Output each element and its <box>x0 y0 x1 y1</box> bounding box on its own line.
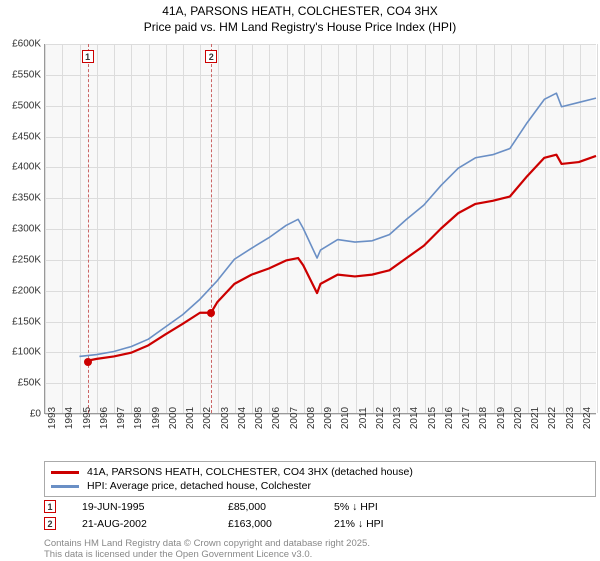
legend-row: HPI: Average price, detached house, Colc… <box>51 479 589 493</box>
x-axis-label: 2019 <box>496 407 507 429</box>
x-axis-label: 2005 <box>254 407 265 429</box>
sale-price: £85,000 <box>228 501 308 513</box>
x-axis-label: 2012 <box>375 407 386 429</box>
y-axis-label: £400K <box>12 162 41 173</box>
x-axis-label: 1998 <box>133 407 144 429</box>
y-axis-label: £600K <box>12 39 41 50</box>
x-axis-label: 2000 <box>168 407 179 429</box>
sale-price: £163,000 <box>228 518 308 530</box>
x-axis-label: 2002 <box>202 407 213 429</box>
x-axis-label: 2014 <box>409 407 420 429</box>
sales-row: 2 21-AUG-2002 £163,000 21% ↓ HPI <box>44 517 434 530</box>
sales-row: 1 19-JUN-1995 £85,000 5% ↓ HPI <box>44 500 434 513</box>
x-axis-label: 2009 <box>323 407 334 429</box>
y-axis-label: £500K <box>12 100 41 111</box>
y-axis-label: £450K <box>12 131 41 142</box>
legend-row: 41A, PARSONS HEATH, COLCHESTER, CO4 3HX … <box>51 465 589 479</box>
y-axis-label: £200K <box>12 285 41 296</box>
legend-label: HPI: Average price, detached house, Colc… <box>87 480 311 492</box>
y-axis-label: £300K <box>12 224 41 235</box>
x-axis-label: 2001 <box>185 407 196 429</box>
x-axis-label: 2004 <box>237 407 248 429</box>
x-axis-label: 2020 <box>513 407 524 429</box>
y-axis-label: £0 <box>30 409 41 420</box>
event-marker: 2 <box>44 517 56 530</box>
chart-title-line2: Price paid vs. HM Land Registry's House … <box>0 20 600 36</box>
x-axis-label: 2023 <box>565 407 576 429</box>
sale-dot <box>207 309 215 317</box>
x-axis-label: 2021 <box>530 407 541 429</box>
x-axis-label: 2015 <box>427 407 438 429</box>
footer-note: Contains HM Land Registry data © Crown c… <box>44 538 370 561</box>
x-axis-label: 1996 <box>99 407 110 429</box>
chart-series <box>79 93 596 356</box>
legend: 41A, PARSONS HEATH, COLCHESTER, CO4 3HX … <box>44 461 596 497</box>
x-axis-label: 2011 <box>358 407 369 429</box>
x-axis-label: 1994 <box>64 407 75 429</box>
x-axis-label: 1995 <box>82 407 93 429</box>
sale-pct: 5% ↓ HPI <box>334 501 434 513</box>
chart-plot-area: 12 <box>44 44 596 414</box>
legend-swatch <box>51 485 79 488</box>
x-axis-label: 2024 <box>582 407 593 429</box>
event-marker: 1 <box>44 500 56 513</box>
x-axis-label: 1997 <box>116 407 127 429</box>
y-axis-label: £350K <box>12 193 41 204</box>
x-axis-label: 2018 <box>478 407 489 429</box>
sale-date: 21-AUG-2002 <box>82 518 202 530</box>
x-axis-label: 1993 <box>47 407 58 429</box>
x-axis-label: 2017 <box>461 407 472 429</box>
x-axis-label: 2016 <box>444 407 455 429</box>
y-axis-label: £150K <box>12 316 41 327</box>
chart-title-line1: 41A, PARSONS HEATH, COLCHESTER, CO4 3HX <box>0 4 600 20</box>
sale-dot <box>84 358 92 366</box>
sales-table: 1 19-JUN-1995 £85,000 5% ↓ HPI 2 21-AUG-2002 £… <box>44 500 434 534</box>
x-axis-label: 2008 <box>306 407 317 429</box>
x-axis-label: 1999 <box>151 407 162 429</box>
x-axis-label: 2003 <box>220 407 231 429</box>
y-axis-label: £250K <box>12 254 41 265</box>
x-axis-label: 2006 <box>271 407 282 429</box>
sale-date: 19-JUN-1995 <box>82 501 202 513</box>
x-axis-label: 2007 <box>289 407 300 429</box>
chart-series <box>88 155 596 361</box>
legend-label: 41A, PARSONS HEATH, COLCHESTER, CO4 3HX … <box>87 466 413 478</box>
legend-swatch <box>51 471 79 474</box>
y-axis-label: £50K <box>18 378 41 389</box>
x-axis-label: 2010 <box>340 407 351 429</box>
y-axis-label: £100K <box>12 347 41 358</box>
sale-pct: 21% ↓ HPI <box>334 518 434 530</box>
y-axis-label: £550K <box>12 69 41 80</box>
x-axis-label: 2013 <box>392 407 403 429</box>
x-axis-label: 2022 <box>547 407 558 429</box>
